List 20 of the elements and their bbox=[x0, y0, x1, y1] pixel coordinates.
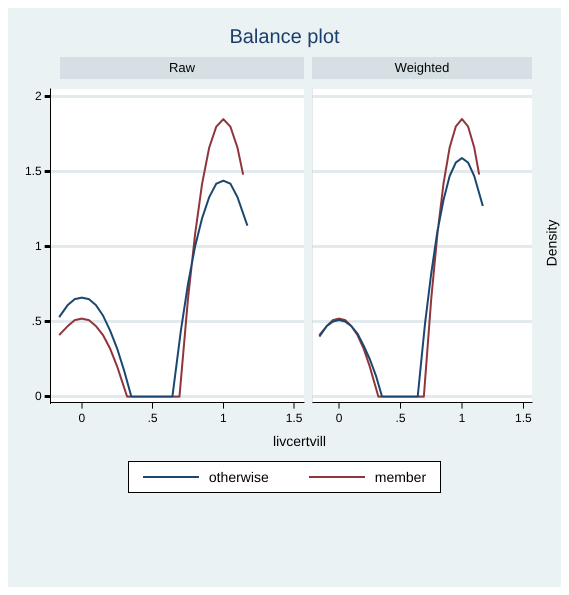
y-tick-label: 0 bbox=[34, 388, 42, 403]
y-tick-label: 2 bbox=[34, 89, 42, 104]
chart-subtitle: Weighted bbox=[312, 57, 532, 79]
x-tick-label: 0 bbox=[336, 411, 343, 426]
chart-subtitle: Raw bbox=[60, 57, 304, 79]
y-tick-label: 1.5 bbox=[24, 164, 42, 178]
x-axis-title: livcertvill bbox=[272, 433, 327, 449]
y-tick-label: 1 bbox=[34, 238, 42, 253]
x-tick-label: 1 bbox=[458, 411, 466, 426]
chart-title: Balance plot bbox=[228, 26, 341, 49]
y-tick-label: .5 bbox=[32, 314, 42, 328]
x-tick-label: 1 bbox=[220, 411, 227, 426]
x-tick-label: 1.5 bbox=[286, 411, 303, 426]
x-tick-label: .5 bbox=[148, 411, 158, 426]
legend-label: otherwise bbox=[208, 469, 269, 485]
x-tick-label: 0 bbox=[78, 411, 86, 426]
legend-label: member bbox=[374, 469, 426, 485]
x-tick-label: .5 bbox=[395, 411, 406, 426]
y-axis-title: Density bbox=[543, 220, 559, 266]
x-tick-label: 1.5 bbox=[515, 411, 532, 426]
